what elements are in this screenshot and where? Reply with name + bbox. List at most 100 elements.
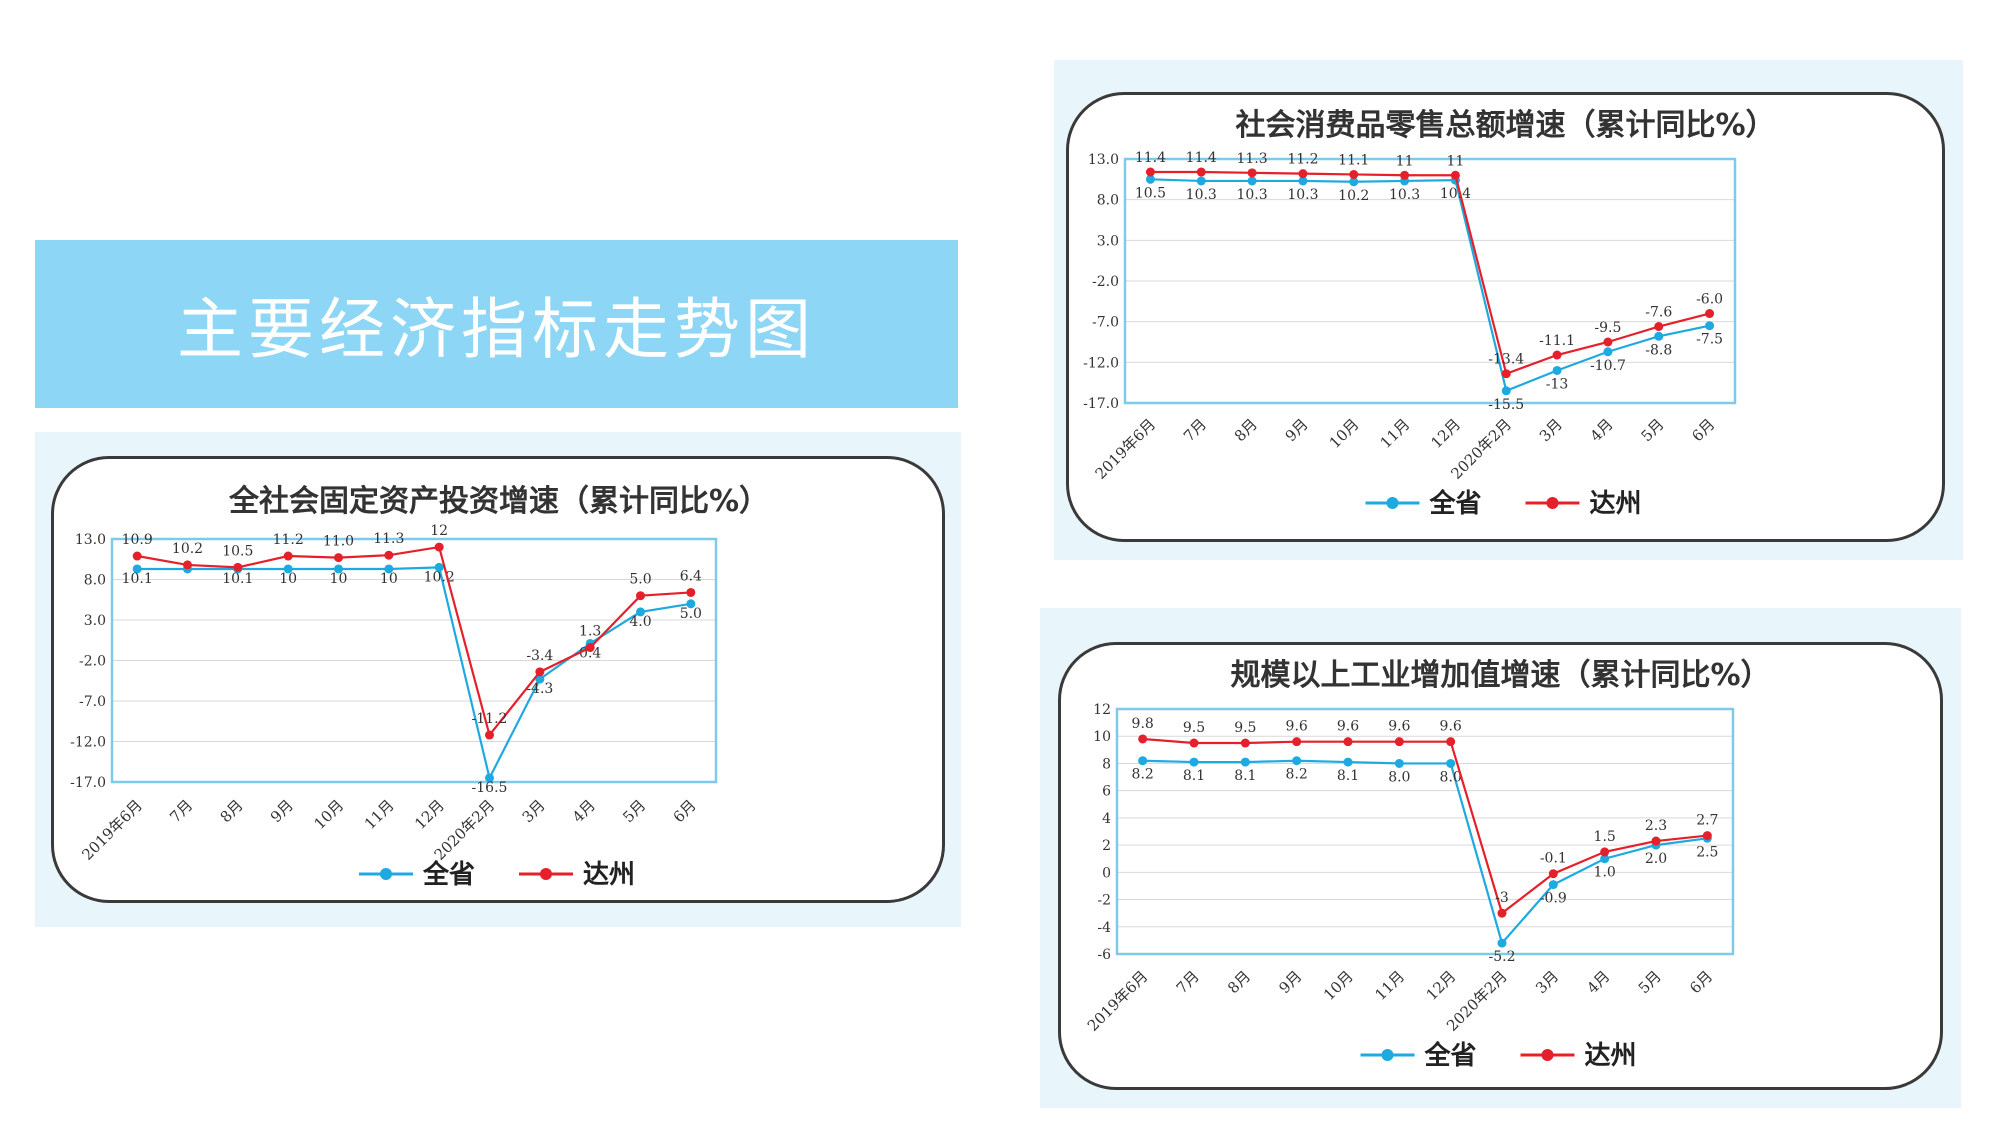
data-label: 10.5 xyxy=(1135,185,1166,201)
data-label: 10.1 xyxy=(122,571,153,587)
data-label: 10.9 xyxy=(122,532,153,548)
x-tick-label: 5月 xyxy=(1635,967,1665,997)
data-label: -7.5 xyxy=(1696,332,1723,348)
data-label: 11.1 xyxy=(1338,152,1369,168)
data-point-province xyxy=(1343,757,1353,767)
y-tick-label: -12.0 xyxy=(70,735,106,751)
data-point-city xyxy=(1450,170,1460,180)
x-tick-label: 7月 xyxy=(1173,967,1203,997)
data-point-city xyxy=(1343,737,1353,747)
data-label: -3.4 xyxy=(526,648,553,664)
data-label: 5.0 xyxy=(629,572,651,588)
legend-marker-province xyxy=(1381,1049,1394,1061)
x-tick-label: 10月 xyxy=(1326,415,1363,452)
x-tick-label: 11月 xyxy=(361,796,398,833)
data-point-province xyxy=(283,564,293,574)
data-label: 10 xyxy=(380,571,398,587)
data-point-province xyxy=(1189,757,1199,767)
legend-marker-province xyxy=(1386,497,1399,509)
data-label: 10.1 xyxy=(222,571,253,587)
data-label: 4.0 xyxy=(629,614,651,630)
data-label: 9.6 xyxy=(1440,719,1462,735)
data-label: 1.5 xyxy=(1594,829,1616,845)
data-point-city xyxy=(183,560,192,570)
data-point-city xyxy=(1446,737,1456,747)
data-label: -3 xyxy=(1495,890,1509,906)
data-point-city xyxy=(1196,167,1206,177)
data-point-province xyxy=(1497,938,1507,948)
data-label: 10.3 xyxy=(1186,187,1217,203)
data-point-province xyxy=(485,773,494,783)
y-tick-label: -4 xyxy=(1097,920,1111,936)
data-label: -4.3 xyxy=(526,681,553,697)
data-point-province xyxy=(1247,176,1257,186)
x-tick-label: 4月 xyxy=(1583,967,1613,997)
data-point-province xyxy=(1548,880,1558,890)
x-tick-label: 5月 xyxy=(619,796,649,826)
x-tick-label: 4月 xyxy=(1587,415,1617,445)
data-label: 8.1 xyxy=(1234,768,1256,784)
data-point-city xyxy=(1247,168,1257,178)
data-point-province xyxy=(1603,347,1613,357)
data-point-city xyxy=(1702,831,1712,841)
data-point-province xyxy=(384,564,394,574)
data-label: 10.2 xyxy=(424,569,455,585)
data-label: 2.3 xyxy=(1645,818,1667,834)
data-point-province xyxy=(636,607,645,617)
x-tick-label: 10月 xyxy=(310,796,347,833)
y-tick-label: 8 xyxy=(1102,756,1111,772)
data-label: -0.1 xyxy=(1540,851,1567,867)
data-point-city xyxy=(1548,869,1558,879)
panel-fixed-asset-investment: 全社会固定资产投资增速（累计同比%） 13.0 8.0 3.0 -2.0 -7.0 -12.… xyxy=(35,432,961,927)
data-point-province xyxy=(434,562,444,572)
legend-marker-city xyxy=(540,868,552,880)
data-point-province xyxy=(1394,758,1404,768)
data-point-province xyxy=(686,599,696,609)
x-tick-label: 6月 xyxy=(1688,415,1718,445)
data-label: -11.2 xyxy=(472,711,508,727)
data-label: -5.2 xyxy=(1489,949,1516,965)
legend-label-province: 全省 xyxy=(1424,1040,1477,1071)
data-label: 8.1 xyxy=(1183,768,1205,784)
data-label: 11.3 xyxy=(1236,151,1267,167)
x-tick-label: 7月 xyxy=(1180,415,1210,445)
series-line-city xyxy=(1150,170,1710,376)
data-label: -16.5 xyxy=(472,780,508,796)
x-tick-label: 6月 xyxy=(670,796,700,826)
data-label: 8.0 xyxy=(1440,769,1462,785)
legend-label-province: 全省 xyxy=(422,859,475,890)
data-point-city xyxy=(1400,170,1410,180)
data-label: 6.4 xyxy=(680,568,702,584)
data-point-province xyxy=(334,564,343,574)
data-point-province xyxy=(1705,321,1715,331)
data-label: 11.0 xyxy=(323,534,354,550)
data-point-city xyxy=(585,643,595,653)
data-label: 12 xyxy=(430,523,448,539)
y-tick-label: -2.0 xyxy=(79,654,106,670)
x-tick-label: 3月 xyxy=(1532,967,1562,997)
chart-card-retail-sales: 社会消费品零售总额增速（累计同比%） 13.0 8.0 3.0 -2.0 -7.0 -12.… xyxy=(1066,92,1945,542)
data-label: 1.0 xyxy=(1594,865,1616,881)
data-point-province xyxy=(535,674,545,684)
y-tick-label: 12 xyxy=(1093,702,1111,718)
plot-frame xyxy=(1123,157,1737,405)
data-label: 2.7 xyxy=(1696,813,1718,829)
data-point-city xyxy=(1705,309,1715,319)
data-point-city xyxy=(1298,169,1308,179)
legend-label-city: 达州 xyxy=(583,860,635,890)
data-point-city xyxy=(1654,322,1664,332)
data-label: 8.2 xyxy=(1286,767,1308,783)
data-label: -13 xyxy=(1546,376,1569,392)
chart-title: 规模以上工业增加值增速（累计同比%） xyxy=(1230,658,1770,693)
x-tick-label: 7月 xyxy=(166,796,196,826)
y-tick-label: 3.0 xyxy=(84,613,106,629)
y-tick-label: 13.0 xyxy=(75,532,106,548)
data-label: 2.0 xyxy=(1645,851,1667,867)
y-tick-label: -7.0 xyxy=(1092,315,1119,331)
series-line-province xyxy=(1142,759,1708,946)
data-point-city xyxy=(233,562,243,572)
panel-retail-sales: 社会消费品零售总额增速（累计同比%） 13.0 8.0 3.0 -2.0 -7.0 -12.… xyxy=(1054,60,1963,560)
data-point-city xyxy=(1552,350,1562,360)
data-point-city xyxy=(132,551,142,561)
data-point-province xyxy=(1654,331,1664,341)
